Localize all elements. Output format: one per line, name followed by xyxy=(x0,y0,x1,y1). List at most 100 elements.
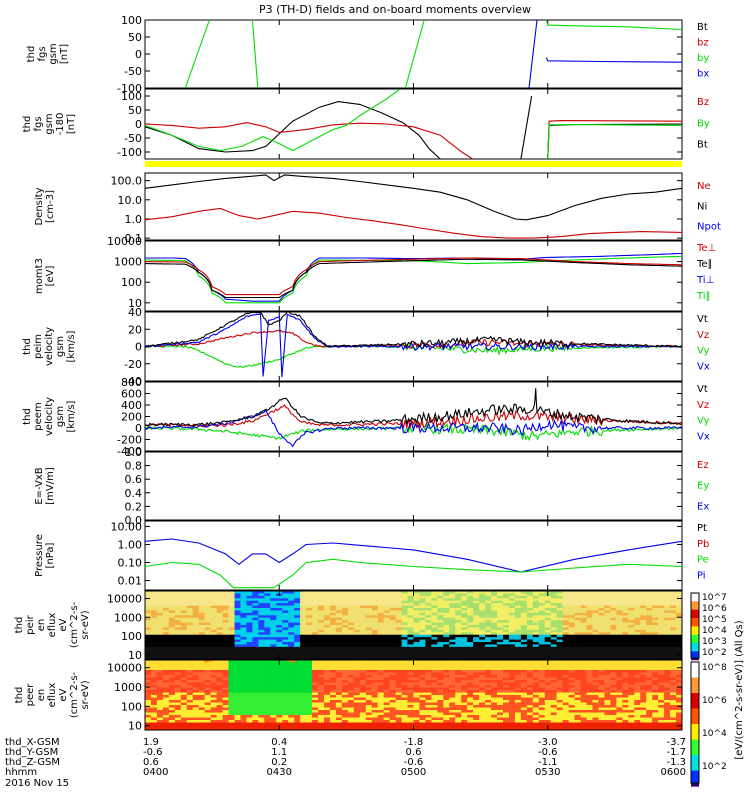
spectrogram-cell xyxy=(550,717,558,721)
spectrogram-cell xyxy=(419,712,427,716)
spectrogram-cell xyxy=(204,598,212,602)
spectrogram-cell xyxy=(312,605,319,609)
spectrogram-cell xyxy=(162,651,170,655)
spectrogram-cell xyxy=(449,702,456,706)
spectrogram-cell xyxy=(664,617,671,621)
spectrogram-cell xyxy=(401,649,409,653)
spectrogram-cell xyxy=(538,617,546,621)
spectrogram-cell xyxy=(610,629,617,633)
legend-entry: Ni xyxy=(697,201,707,212)
spectrogram-cell xyxy=(419,617,427,621)
spectrogram-cell xyxy=(252,705,259,709)
spectrogram-cell xyxy=(592,644,600,648)
spectrogram-cell xyxy=(413,705,421,709)
spectrogram-cell xyxy=(562,642,570,646)
spectrogram-cell xyxy=(204,612,212,616)
spectrogram-cell xyxy=(395,598,403,602)
series-Ni xyxy=(145,174,682,221)
figure-title: P3 (TH-D) fields and on-board moments ov… xyxy=(259,3,531,16)
spectrogram-cell xyxy=(443,620,450,624)
spectrogram-cell xyxy=(544,707,552,711)
spectrogram-cell xyxy=(270,605,277,609)
spectrogram-cell xyxy=(503,722,510,726)
spectrogram-cell xyxy=(216,662,224,666)
spectrogram-cell xyxy=(347,593,355,597)
spectrogram-cell xyxy=(431,625,438,629)
spectrogram-cell xyxy=(353,710,361,714)
spectrogram-cell xyxy=(395,707,403,711)
spectrogram-cell xyxy=(586,685,594,689)
spectrogram-cell xyxy=(556,654,564,658)
spectrogram-cell xyxy=(568,654,576,658)
spectrogram-cell xyxy=(174,707,182,711)
spectrogram-cell xyxy=(473,649,480,653)
spectrogram-cell xyxy=(228,656,236,659)
spectrogram-cell xyxy=(556,632,564,636)
spectrogram-cell xyxy=(443,603,450,607)
spectrogram-cell xyxy=(592,617,600,621)
spectrogram-cell xyxy=(264,593,271,597)
spectrogram-cell xyxy=(270,717,277,721)
spectrogram-cell xyxy=(294,612,301,616)
spectrogram-cell xyxy=(234,615,242,619)
spectrogram-cell xyxy=(514,600,522,604)
spectrogram-cell xyxy=(532,660,540,664)
spectrogram-cell xyxy=(508,600,516,604)
spectrogram-cell xyxy=(604,651,611,655)
spectrogram-cell xyxy=(216,725,224,729)
spectrogram-cell xyxy=(294,685,301,689)
spectrogram-cell xyxy=(538,598,546,602)
spectrogram-cell xyxy=(216,700,224,704)
spectrogram-cell xyxy=(401,725,409,729)
spectrogram-cell xyxy=(485,712,492,716)
spectrogram-cell xyxy=(210,687,218,691)
spectrogram-cell xyxy=(586,717,594,721)
spectrogram-cell xyxy=(168,639,176,643)
spectrogram-cell xyxy=(216,707,224,711)
spectrogram-cell xyxy=(449,605,456,609)
spectrogram-cell xyxy=(592,637,600,641)
spectrogram-cell xyxy=(174,605,182,609)
spectrogram-cell xyxy=(526,690,534,694)
spectrogram-cell xyxy=(592,608,600,612)
spectrogram-cell xyxy=(652,615,659,619)
spectrogram-cell xyxy=(598,627,606,631)
spectrogram-cell xyxy=(550,625,558,629)
spectrogram-cell xyxy=(294,682,301,686)
spectrogram-cell xyxy=(341,712,349,716)
spectrogram-cell xyxy=(479,660,486,664)
spectrogram-cell xyxy=(407,622,415,626)
spectrogram-cell xyxy=(586,612,594,616)
spectrogram-cell xyxy=(640,651,647,655)
spectrogram-cell xyxy=(514,675,522,679)
spectrogram-cell xyxy=(461,695,468,699)
spectrogram-cell xyxy=(383,662,391,666)
spectrogram-cell xyxy=(443,662,450,666)
spectrogram-cell xyxy=(192,680,200,684)
spectrogram-cell xyxy=(324,677,331,681)
spectrogram-cell xyxy=(252,608,259,612)
spectrogram-cell xyxy=(216,702,224,706)
spectrogram-cell xyxy=(198,677,206,681)
spectrogram-cell xyxy=(610,605,617,609)
spectrogram-cell xyxy=(347,612,355,616)
spectrogram-cell xyxy=(473,690,480,694)
y-axis-label: thd xyxy=(22,408,33,425)
spectrogram-cell xyxy=(162,593,170,597)
spectrogram-cell xyxy=(419,705,427,709)
spectrogram-cell xyxy=(491,615,498,619)
spectrogram-cell xyxy=(443,656,450,659)
spectrogram-cell xyxy=(168,603,176,607)
spectrogram-cell xyxy=(670,632,677,636)
spectrogram-cell xyxy=(228,591,236,595)
spectrogram-cell xyxy=(335,705,343,709)
y-axis-label: Density xyxy=(34,187,45,225)
legend-entry: Pi xyxy=(697,570,706,581)
spectrogram-cell xyxy=(634,603,641,607)
spectrogram-cell xyxy=(437,677,444,681)
spectrogram-cell xyxy=(204,692,212,696)
spectrogram-cell xyxy=(150,690,158,694)
spectrogram-cell xyxy=(676,612,682,616)
spectrogram-cell xyxy=(371,632,379,636)
spectrogram-cell xyxy=(425,695,432,699)
